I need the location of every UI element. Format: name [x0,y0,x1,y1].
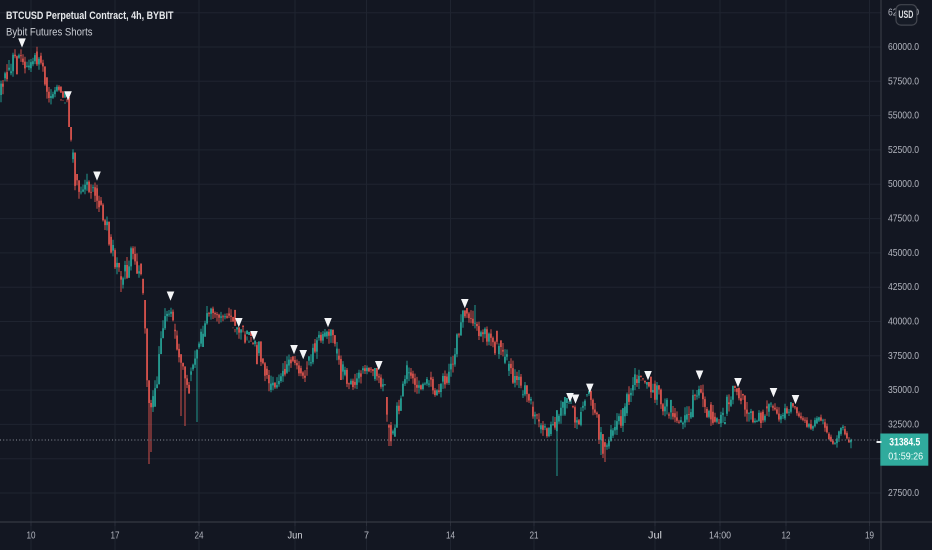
svg-text:57500.0: 57500.0 [888,75,919,87]
svg-text:40000.0: 40000.0 [888,316,919,328]
svg-text:47500.0: 47500.0 [888,213,919,225]
svg-text:35000.0: 35000.0 [888,384,919,396]
svg-text:32500.0: 32500.0 [888,418,919,430]
svg-text:37500.0: 37500.0 [888,350,919,362]
svg-text:17: 17 [111,530,120,542]
svg-text:Bybit Futures Shorts: Bybit Futures Shorts [6,27,93,39]
svg-text:12: 12 [782,530,791,542]
svg-text:52500.0: 52500.0 [888,144,919,156]
svg-text:19: 19 [865,530,874,542]
svg-text:Jul: Jul [648,530,662,542]
svg-text:42500.0: 42500.0 [888,281,919,293]
svg-text:60000.0: 60000.0 [888,41,919,53]
svg-text:10: 10 [27,530,36,542]
svg-text:50000.0: 50000.0 [888,178,919,190]
svg-text:14:00: 14:00 [709,530,731,542]
svg-text:55000.0: 55000.0 [888,110,919,122]
svg-text:21: 21 [530,530,539,542]
svg-text:27500.0: 27500.0 [888,487,919,499]
svg-text:24: 24 [195,530,204,542]
svg-text:Jun: Jun [288,530,303,542]
svg-text:7: 7 [364,530,369,542]
svg-text:USD: USD [898,9,913,21]
svg-text:14: 14 [446,530,455,542]
svg-text:31384.5: 31384.5 [889,436,920,448]
svg-text:45000.0: 45000.0 [888,247,919,259]
svg-text:BTCUSD Perpetual Contract, 4h,: BTCUSD Perpetual Contract, 4h, BYBIT [6,10,174,22]
svg-text:01:59:26: 01:59:26 [888,451,923,463]
